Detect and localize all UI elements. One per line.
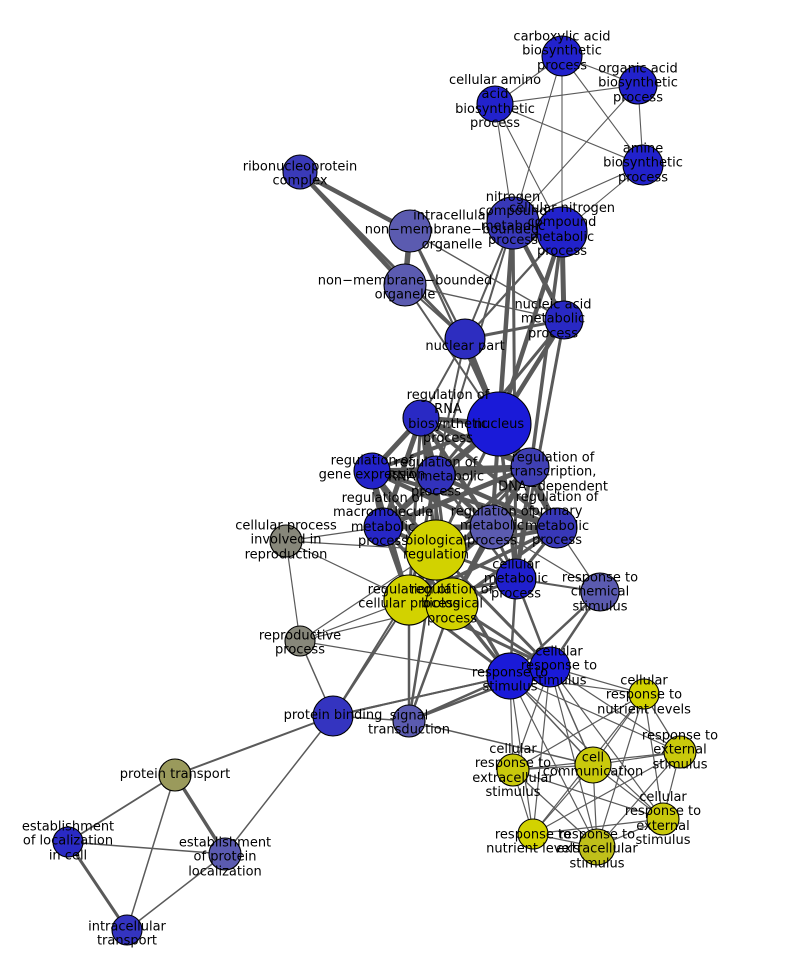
graph-node-regulation_of_macromolecule_metabolic_process[interactable] [363, 507, 403, 547]
graph-node-nitrogen_compound_metabolic_process[interactable] [486, 196, 540, 250]
graph-edge [549, 666, 681, 753]
graph-edge [174, 715, 334, 776]
nodes-layer [52, 35, 697, 946]
graph-edge [496, 229, 565, 427]
graph-edge [404, 284, 565, 321]
graph-edge [512, 84, 639, 224]
graph-node-intracellular_transport[interactable] [111, 914, 143, 946]
graph-edge [299, 640, 511, 677]
graph-edge [512, 693, 645, 771]
graph-edge [509, 675, 598, 848]
graph-node-cellular_response_to_extracellular_stimulus[interactable] [496, 753, 530, 787]
graph-node-regulation_of_gene_expression[interactable] [353, 452, 391, 490]
graph-edge [67, 841, 226, 855]
graph-node-establishment_of_localization_in_cell[interactable] [52, 826, 84, 858]
graph-edge [494, 84, 639, 105]
graph-edge [224, 715, 334, 855]
graph-node-cell_communication[interactable] [574, 746, 612, 784]
graph-node-nucleus[interactable] [466, 391, 532, 457]
graph-node-regulation_of_biological_process[interactable] [425, 577, 479, 631]
graph-edge [67, 774, 176, 843]
graph-node-response_to_nutrient_levels[interactable] [517, 818, 549, 850]
graph-edge [549, 666, 598, 848]
graph-edge [509, 675, 534, 835]
graph-node-protein_binding[interactable] [312, 695, 354, 737]
graph-node-response_to_extracellular_stimulus[interactable] [578, 828, 616, 866]
graph-edge [66, 840, 129, 932]
graph-node-regulation_of_transcription_dna_dependent[interactable] [510, 447, 550, 487]
graph-node-cellular_process_involved_in_reproduction[interactable] [269, 524, 303, 558]
graph-node-protein_transport[interactable] [158, 758, 192, 792]
graph-edge [532, 666, 551, 835]
edges-layer [66, 55, 681, 932]
graph-node-response_to_external_stimulus[interactable] [663, 735, 697, 769]
graph-node-nuclear_part[interactable] [444, 318, 486, 360]
graph-edge [494, 103, 644, 166]
graph-edge [285, 540, 301, 642]
graph-edge [532, 818, 664, 835]
graph-edge [298, 170, 467, 341]
graph-node-response_to_chemical_stimulus[interactable] [580, 572, 620, 612]
graph-node-cellular_nitrogen_compound_metabolic_process[interactable] [536, 206, 588, 258]
graph-node-reproductive_process[interactable] [284, 625, 316, 657]
graph-edge [408, 720, 594, 766]
graph-edge [496, 220, 516, 427]
graph-edge [512, 769, 664, 820]
graph-node-organic_acid_biosynthetic_process[interactable] [618, 65, 658, 105]
graph-node-signal_transduction[interactable] [392, 704, 426, 738]
graph-node-non_membrane_bounded_organelle[interactable] [383, 263, 427, 307]
graph-edge [532, 751, 681, 835]
graph-edge [407, 416, 423, 602]
graph-node-regulation_of_rna_biosynthetic_process[interactable] [402, 399, 440, 437]
graph-node-ribonucleoprotein_complex[interactable] [282, 154, 318, 190]
graph-node-regulation_of_rna_metabolic_process[interactable] [416, 455, 456, 495]
graph-edge [126, 774, 176, 931]
graph-node-regulation_of_primary_metabolic_process[interactable] [536, 507, 578, 549]
graph-node-intracellular_non_membrane_bounded_organelle[interactable] [388, 209, 432, 253]
graph-edge [596, 693, 645, 848]
graph-node-response_to_stimulus[interactable] [486, 652, 534, 700]
graph-edge [509, 675, 681, 753]
graph-node-cellular_metabolic_process[interactable] [495, 558, 537, 600]
graph-edge [512, 769, 598, 848]
graph-node-regulation_of_metabolic_process[interactable] [469, 504, 515, 550]
graph-node-carboxylic_acid_biosynthetic_process[interactable] [541, 35, 583, 77]
graph-node-amine_biosynthetic_process[interactable] [622, 144, 664, 186]
graph-edge [433, 472, 560, 531]
graph-node-biological_regulation[interactable] [405, 519, 467, 581]
graph-edge [509, 675, 664, 820]
graph-node-cellular_response_to_external_stimulus[interactable] [646, 802, 680, 836]
graph-edge [370, 469, 559, 530]
graph-edge [512, 55, 563, 224]
graph-node-nucleic_acid_metabolic_process[interactable] [544, 300, 584, 340]
graph-edge [561, 55, 644, 166]
graph-node-cellular_response_to_nutrient_levels[interactable] [628, 678, 660, 710]
graph-node-cellular_response_to_stimulus[interactable] [529, 646, 571, 688]
graph-node-cellular_amino_acid_biosynthetic_process[interactable] [476, 85, 514, 123]
graph-node-establishment_of_protein_localization[interactable] [208, 837, 242, 871]
graph-edge [126, 853, 226, 931]
